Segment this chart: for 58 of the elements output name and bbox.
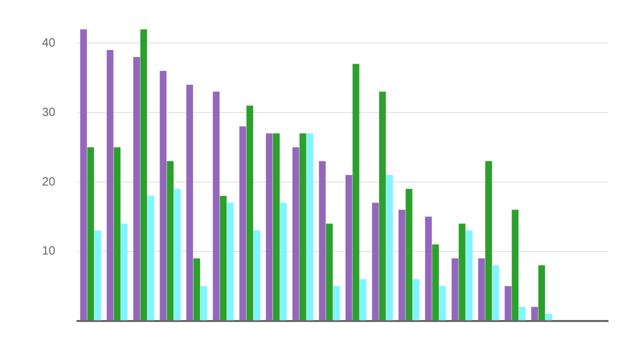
bar (166, 161, 174, 320)
bar (120, 224, 128, 320)
bar (87, 147, 94, 320)
y-tick-label: 10 (42, 244, 56, 258)
bar (372, 202, 379, 320)
bar (266, 133, 273, 320)
bar (239, 126, 246, 320)
bar (452, 258, 458, 320)
bar (504, 286, 512, 320)
bar (212, 92, 220, 320)
bar (133, 56, 140, 320)
y-tick-label: 40 (42, 35, 56, 50)
bar (220, 196, 227, 320)
bar (352, 64, 360, 320)
bar (398, 210, 406, 320)
bar (545, 314, 552, 320)
bar (114, 147, 121, 320)
bar (326, 224, 333, 320)
y-tick-label: 20 (42, 174, 56, 188)
bar (147, 196, 154, 320)
bar (538, 265, 546, 320)
bar (458, 224, 466, 320)
bar (518, 306, 526, 320)
bar (106, 50, 114, 320)
bar (333, 286, 340, 320)
bar (306, 133, 314, 320)
bar (492, 265, 500, 320)
bar (80, 29, 87, 320)
bar (160, 70, 166, 320)
bar (531, 306, 538, 320)
bar (246, 106, 254, 320)
bar (300, 133, 306, 320)
bar (406, 188, 412, 320)
bar (94, 230, 102, 320)
bar (432, 244, 439, 320)
bar (280, 202, 287, 320)
bar (193, 258, 200, 320)
bar (254, 230, 260, 320)
bar (226, 202, 234, 320)
y-tick-label: 30 (42, 104, 56, 119)
bar (386, 175, 393, 320)
bar (466, 230, 473, 320)
bar (186, 84, 194, 320)
bar (360, 279, 366, 320)
bar (140, 29, 148, 320)
bar (439, 286, 446, 320)
bar (379, 92, 386, 320)
bar (346, 175, 352, 320)
bar (292, 147, 300, 320)
bar (174, 188, 181, 320)
bar (412, 279, 420, 320)
bar (200, 286, 208, 320)
bar (318, 161, 326, 320)
bar (425, 216, 432, 320)
bar (512, 210, 518, 320)
bar (272, 133, 280, 320)
bar (478, 258, 485, 320)
bar (485, 161, 492, 320)
